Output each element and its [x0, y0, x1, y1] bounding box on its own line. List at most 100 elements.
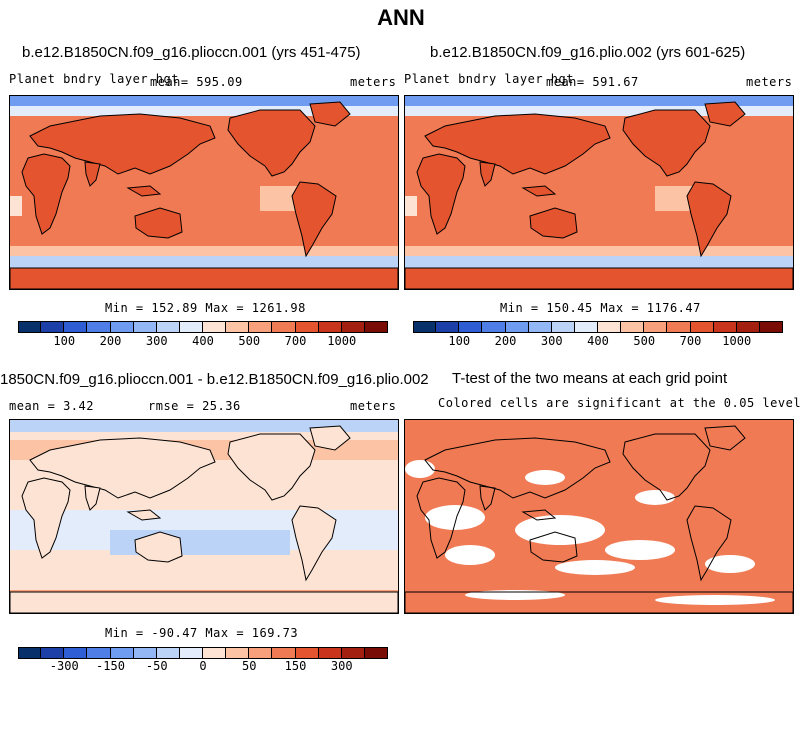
panel3-map: [9, 419, 399, 614]
field-band: [10, 246, 398, 256]
panel4-title: T-test of the two means at each grid poi…: [452, 370, 728, 387]
colorbar-swatch: [156, 321, 180, 333]
non-significant-region: [605, 540, 675, 560]
panel1-minmax: Min = 152.89 Max = 1261.98: [105, 301, 306, 315]
colorbar-tick-label: 400: [587, 334, 609, 348]
non-significant-region: [525, 470, 565, 485]
panel1-units: meters: [350, 75, 397, 89]
colorbar-tick-label: 1000: [722, 334, 752, 348]
colorbar-swatch: [41, 321, 65, 333]
panel2-colorbar: [413, 321, 783, 333]
colorbar-swatch: [436, 321, 460, 333]
colorbar-tick-label: 500: [633, 334, 656, 348]
field-band: [10, 420, 398, 432]
colorbar-swatch: [249, 647, 273, 659]
panel2-units: meters: [746, 75, 793, 89]
colorbar-tick-label: 150: [284, 659, 307, 673]
panel1-colorbar-labels: 100 200 300 400 500 700 1000: [18, 334, 388, 350]
colorbar-tick-label: 200: [494, 334, 517, 348]
field-band: [405, 106, 793, 116]
colorbar-swatch: [341, 647, 365, 659]
colorbar-swatch: [226, 321, 250, 333]
panel3-mean: mean = 3.42: [9, 399, 94, 413]
field-band: [405, 96, 793, 106]
colorbar-swatch: [644, 321, 668, 333]
field-band: [405, 196, 417, 216]
non-significant-region: [655, 595, 775, 605]
colorbar-tick-label: 200: [99, 334, 122, 348]
colorbar-swatch: [459, 321, 483, 333]
colorbar-swatch: [41, 647, 65, 659]
non-significant-region: [425, 505, 485, 530]
colorbar-swatch: [713, 321, 737, 333]
field-band: [405, 256, 793, 268]
colorbar-swatch: [203, 647, 227, 659]
colorbar-swatch: [505, 321, 529, 333]
panel2-minmax: Min = 150.45 Max = 1176.47: [500, 301, 701, 315]
panel3-minmax: Min = -90.47 Max = 169.73: [105, 626, 299, 640]
colorbar-tick-label: -300: [49, 659, 79, 673]
panel1-mean: mean= 595.09: [150, 75, 243, 89]
colorbar-swatch: [87, 321, 111, 333]
colorbar-tick-label: 1000: [327, 334, 357, 348]
non-significant-region: [515, 515, 605, 545]
field-band: [10, 96, 398, 106]
colorbar-swatch: [110, 321, 134, 333]
colorbar-swatch: [179, 321, 203, 333]
colorbar-tick-label: 500: [238, 334, 261, 348]
panel4-map: [404, 419, 794, 614]
panel2-map: [404, 95, 794, 290]
colorbar-tick-label: 700: [284, 334, 307, 348]
panel1-case-title: b.e12.B1850CN.f09_g16.plioccn.001 (yrs 4…: [22, 44, 361, 61]
non-significant-region: [705, 555, 755, 573]
panel2-variable: Planet bndry layer hgt: [404, 72, 574, 86]
field-band: [10, 196, 22, 216]
colorbar-swatch: [18, 647, 42, 659]
non-significant-region: [555, 560, 635, 575]
colorbar-swatch: [156, 647, 180, 659]
colorbar-tick-label: 100: [448, 334, 471, 348]
non-significant-region: [405, 460, 435, 478]
colorbar-swatch: [736, 321, 760, 333]
colorbar-swatch: [226, 647, 250, 659]
colorbar-tick-label: 100: [53, 334, 76, 348]
colorbar-tick-label: 300: [330, 659, 353, 673]
colorbar-swatch: [364, 647, 388, 659]
colorbar-tick-label: 50: [242, 659, 257, 673]
colorbar-tick-label: 400: [192, 334, 214, 348]
colorbar-swatch: [295, 647, 319, 659]
panel4-subtitle: Colored cells are significant at the 0.0…: [438, 396, 802, 410]
field-band: [405, 246, 793, 256]
figure-title: ANN: [377, 5, 425, 30]
panel1-variable: Planet bndry layer hgt: [9, 72, 179, 86]
panel3-rmse: rmse = 25.36: [148, 399, 241, 413]
colorbar-swatch: [203, 321, 227, 333]
non-significant-region: [635, 490, 675, 505]
colorbar-tick-label: 300: [540, 334, 563, 348]
colorbar-tick-label: 300: [145, 334, 168, 348]
colorbar-swatch: [598, 321, 622, 333]
panel3-case-title: 1850CN.f09_g16.plioccn.001 - b.e12.B1850…: [0, 371, 429, 388]
colorbar-swatch: [482, 321, 506, 333]
panel1-colorbar: [18, 321, 388, 333]
colorbar-swatch: [133, 321, 157, 333]
colorbar-swatch: [413, 321, 437, 333]
panel1-map: [9, 95, 399, 290]
colorbar-swatch: [341, 321, 365, 333]
non-significant-region: [445, 545, 495, 565]
colorbar-swatch: [133, 647, 157, 659]
colorbar-swatch: [87, 647, 111, 659]
colorbar-swatch: [759, 321, 783, 333]
colorbar-tick-label: -150: [96, 659, 125, 673]
panel3-units: meters: [350, 399, 397, 413]
colorbar-swatch: [318, 321, 342, 333]
field-band: [10, 106, 398, 116]
panel2-case-title: b.e12.B1850CN.f09_g16.plio.002 (yrs 601-…: [430, 44, 746, 61]
colorbar-swatch: [272, 321, 296, 333]
colorbar-swatch: [551, 321, 575, 333]
panel3-colorbar: [18, 647, 388, 659]
panel2-mean: mean= 591.67: [546, 75, 639, 89]
colorbar-swatch: [18, 321, 42, 333]
colorbar-swatch: [528, 321, 552, 333]
colorbar-swatch: [64, 321, 88, 333]
